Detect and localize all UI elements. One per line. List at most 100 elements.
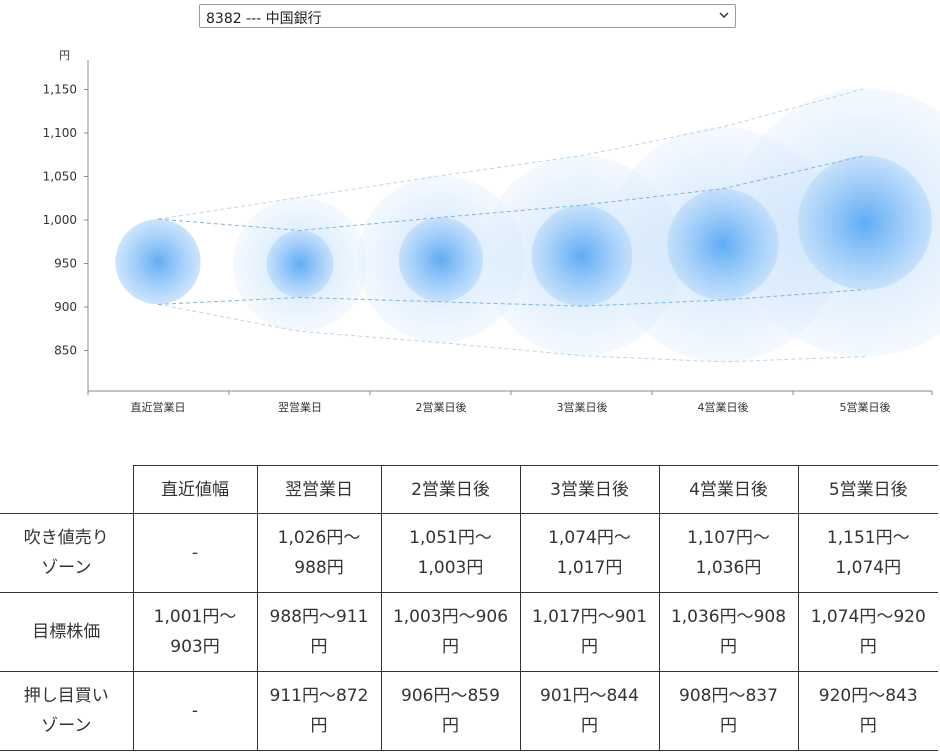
x-tick-label: 2営業日後 (416, 400, 467, 414)
y-tick-label: 1,150 (43, 83, 77, 97)
inner-upper-line (157, 155, 866, 231)
table-cell: 1,074円〜 1,017円 (519, 513, 660, 593)
cell-line: 1,026円〜 (277, 528, 361, 548)
cell-line: 920円〜843 (818, 686, 918, 706)
cell-line: 1,036円 (695, 558, 762, 578)
cell-line: 円 (859, 637, 877, 657)
outer-lower-line (157, 303, 866, 363)
forecast-table: 直近値幅 翌営業日 2営業日後 3営業日後 4営業日後 5営業日後吹き値売りゾーン - 1,0… (0, 465, 938, 751)
cell-line: - (191, 543, 199, 563)
table-cell: 901円〜844 円 (519, 671, 660, 751)
row-label-line: 目標株価 (32, 622, 101, 642)
table-row: 目標株価 1,001円〜 903円 988円〜911 円 1,003円〜906 円 1,017… (0, 592, 938, 672)
y-tick-label: 1,050 (43, 170, 77, 184)
cell-line: 906円〜859 (401, 686, 500, 706)
y-tick-label: 1,000 (43, 213, 77, 227)
row-label-line: 吹き値売り (23, 528, 109, 548)
cell-line: 1,151円〜 (826, 528, 910, 548)
chevron-down-icon (719, 12, 729, 19)
cell-line: 1,051円〜 (409, 528, 492, 548)
cell-line: 円 (442, 637, 459, 657)
inner-bubble (115, 219, 201, 305)
x-tick-label: 直近営業日 (131, 400, 186, 414)
table-cell: 1,074円〜920 円 (797, 592, 938, 672)
column-header: 4営業日後 (658, 465, 799, 514)
cell-line: 円 (720, 716, 737, 736)
table-cell: 1,051円〜 1,003円 (380, 513, 521, 593)
table-cell: 911円〜872 円 (256, 671, 382, 751)
table-cell: 1,017円〜901 円 (519, 592, 660, 672)
column-header: 2営業日後 (380, 465, 521, 514)
cell-line: 988円 (294, 558, 344, 578)
y-axis-unit: 円 (59, 49, 70, 62)
table-cell: 1,003円〜906 円 (380, 592, 521, 672)
table-row: 吹き値売りゾーン - 1,026円〜 988円 1,051円〜 1,003円 1,074円〜… (0, 513, 938, 593)
cell-line: 円 (310, 716, 328, 736)
table-cell: 1,107円〜 1,036円 (658, 513, 799, 593)
row-label: 目標株価 (0, 592, 134, 672)
cell-line: 1,074円〜 (548, 528, 631, 548)
table-cell: 908円〜837 円 (658, 671, 799, 751)
column-header: 5営業日後 (797, 465, 938, 514)
row-label-line: ゾーン (41, 716, 92, 736)
range-bubble-chart: 円 1,150 1,100 1,050 1,000 950 900 850 直近営業日 翌営業日 2… (43, 49, 940, 414)
cell-line: 901円〜844 (540, 686, 639, 706)
inner-bubble (266, 230, 334, 298)
table-cell: 988円〜911 円 (256, 592, 382, 672)
table-cell: 1,026円〜 988円 (256, 513, 382, 593)
cell-line: 903円 (170, 637, 220, 657)
inner-bubble (667, 188, 779, 301)
stock-select[interactable]: 8382 --- 中国銀行 (199, 4, 736, 28)
table-cell: 1,036円〜908 円 (658, 592, 799, 672)
cell-line: 円 (720, 637, 737, 657)
cell-line: 1,017円 (556, 558, 623, 578)
cell-line: 円 (310, 637, 328, 657)
row-label-line: ゾーン (41, 558, 92, 578)
table-cell: - (132, 671, 258, 751)
cell-line: 円 (581, 716, 598, 736)
table-cell: 1,001円〜 903円 (132, 592, 258, 672)
cell-line: - (191, 701, 199, 721)
inner-lower-line (157, 289, 866, 307)
column-header: 3営業日後 (519, 465, 660, 514)
x-tick-label: 5営業日後 (840, 400, 891, 414)
row-label: 押し目買い ゾーン (0, 671, 134, 751)
x-tick-label: 4営業日後 (698, 400, 749, 414)
table-corner (0, 465, 134, 514)
inner-bubble (531, 205, 633, 307)
inner-bubble (398, 217, 484, 302)
outer-upper-line (157, 88, 866, 220)
y-tick-label: 900 (54, 300, 77, 314)
cell-line: 円 (581, 637, 598, 657)
cell-line: 1,107円〜 (687, 528, 770, 548)
y-tick-label: 850 (54, 344, 77, 358)
cell-line: 988円〜911 (269, 607, 369, 627)
table-cell: 920円〜843 円 (797, 671, 938, 751)
table-cell: 1,151円〜 1,074円 (797, 513, 938, 593)
x-tick-label: 翌営業日 (278, 400, 322, 414)
inner-bubble (798, 155, 932, 290)
column-header: 翌営業日 (256, 465, 382, 514)
cell-line: 1,074円〜920 (810, 607, 926, 627)
table-cell: 906円〜859 円 (380, 671, 521, 751)
stock-select-value: 8382 --- 中国銀行 (206, 11, 322, 27)
cell-line: 911円〜872 (269, 686, 369, 706)
y-tick-label: 1,100 (43, 126, 77, 140)
cell-line: 1,017円〜901 (531, 607, 648, 627)
table-row: 押し目買い ゾーン -911円〜872 円 906円〜859 円 901円〜844 円 908円… (0, 671, 938, 751)
row-label: 吹き値売り ゾーン (0, 513, 134, 593)
cell-line: 1,074円 (835, 558, 902, 578)
cell-line: 908円〜837 (679, 686, 778, 706)
column-header: 直近値幅 (132, 465, 258, 514)
cell-line: 円 (442, 716, 459, 736)
table-cell: - (132, 513, 258, 593)
x-tick-label: 3営業日後 (557, 400, 608, 414)
cell-line: 1,036円〜908 (670, 607, 787, 627)
cell-line: 1,003円〜906 (392, 607, 509, 627)
table-header-row: 直近値幅 翌営業日 2営業日後 3営業日後 4営業日後 5営業日後 (0, 465, 938, 514)
cell-line: 1,003円 (417, 558, 484, 578)
row-label-line: 押し目買い (23, 686, 109, 706)
cell-line: 円 (859, 716, 877, 736)
y-tick-label: 950 (54, 257, 77, 271)
cell-line: 1,001円〜 (153, 607, 237, 627)
